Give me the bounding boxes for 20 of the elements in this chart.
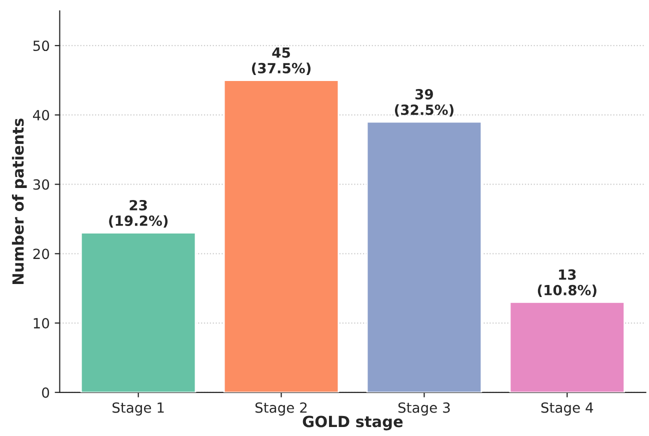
- y-tick-label: 20: [33, 248, 50, 260]
- y-tick-label: 0: [42, 387, 50, 398]
- data-label: 39 (32.5%): [394, 88, 454, 117]
- y-axis-title: Number of patients: [12, 118, 27, 284]
- data-label: 45 (37.5%): [252, 48, 311, 76]
- bar: [509, 302, 626, 392]
- x-tick-label: Stage 2: [255, 402, 307, 416]
- y-tick-label: 10: [34, 318, 50, 329]
- y-tick-label: 40: [32, 110, 50, 120]
- y-tick-label: 50: [33, 40, 50, 52]
- bar: [366, 121, 482, 392]
- bar: [223, 80, 340, 392]
- data-label: 23 (19.2%): [109, 200, 168, 228]
- y-tick-label: 30: [33, 179, 50, 190]
- x-axis-title: GOLD stage: [302, 416, 403, 430]
- x-tick-label: Stage 1: [112, 402, 164, 416]
- data-label: 13 (10.8%): [538, 269, 596, 298]
- x-tick-label: Stage 3: [398, 402, 450, 416]
- bar: [80, 232, 196, 392]
- x-tick-label: Stage 4: [541, 402, 594, 416]
